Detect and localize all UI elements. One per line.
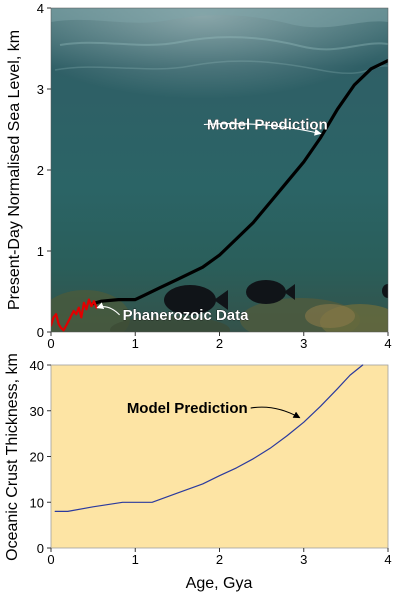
crust-thickness-x-tick-label: 4	[384, 552, 391, 567]
crust-thickness-x-tick-label: 3	[300, 552, 307, 567]
sea-level-x-tick-label: 3	[300, 336, 307, 351]
sea-level-y-axis-label: Present-Day Normalised Sea Level, km	[6, 30, 23, 310]
crust-thickness-y-tick-label: 40	[30, 358, 44, 373]
crust-thickness-x-tick-label: 1	[132, 552, 139, 567]
sea-level-annotation-arrow	[96, 302, 121, 316]
sea-level-x-tick-label: 0	[47, 336, 54, 351]
crust-thickness-y-tick-label: 0	[37, 541, 44, 556]
sea-level-y-tick-label: 4	[37, 1, 44, 16]
crust-thickness-y-axis-label: Oceanic Crust Thickness, km	[4, 353, 21, 561]
crust-thickness-y-tick-label: 20	[30, 450, 44, 465]
sea-level-marks	[51, 58, 388, 332]
sea-level-y-tick-label: 1	[37, 244, 44, 259]
sea-level-y-tick-label: 0	[37, 325, 44, 340]
sea-level-x-tick-label: 4	[384, 336, 391, 351]
sea-level-ticks: 0 1 2 3 4 0 1 2 3 4	[37, 1, 392, 351]
crust-thickness-x-tick-label: 0	[47, 552, 54, 567]
crust-thickness-series-model-prediction	[54, 364, 364, 512]
crust-thickness-annotation-label: Model Prediction	[127, 400, 248, 417]
underwater-photo-background	[51, 8, 388, 332]
sea-level-panel: 0 1 2 3 4 0 1 2 3 4 Present-Day Normalised Sea Le…	[6, 1, 392, 351]
crust-thickness-y-tick-label: 10	[30, 495, 44, 510]
crust-thickness-y-tick-label: 30	[30, 404, 44, 419]
sea-level-y-tick-label: 2	[37, 163, 44, 178]
sea-level-series-model-prediction	[91, 58, 388, 306]
sea-level-annotation-label: Phanerozoic Data	[123, 307, 250, 324]
sea-level-series-phanerozoic-data	[51, 298, 98, 332]
crust-thickness-plot-area	[50, 364, 389, 549]
crust-thickness-annotations: Model Prediction	[127, 400, 301, 419]
sea-level-y-tick-label: 3	[37, 82, 44, 97]
crust-thickness-x-axis-label: Age, Gya	[186, 575, 253, 592]
sea-level-x-tick-label: 1	[132, 336, 139, 351]
crust-thickness-annotation-arrow	[250, 406, 301, 419]
crust-thickness-x-tick-label: 2	[216, 552, 223, 567]
sea-level-annotation-arrow	[203, 123, 322, 136]
sea-level-x-tick-label: 2	[216, 336, 223, 351]
crust-thickness-marks	[54, 364, 364, 512]
